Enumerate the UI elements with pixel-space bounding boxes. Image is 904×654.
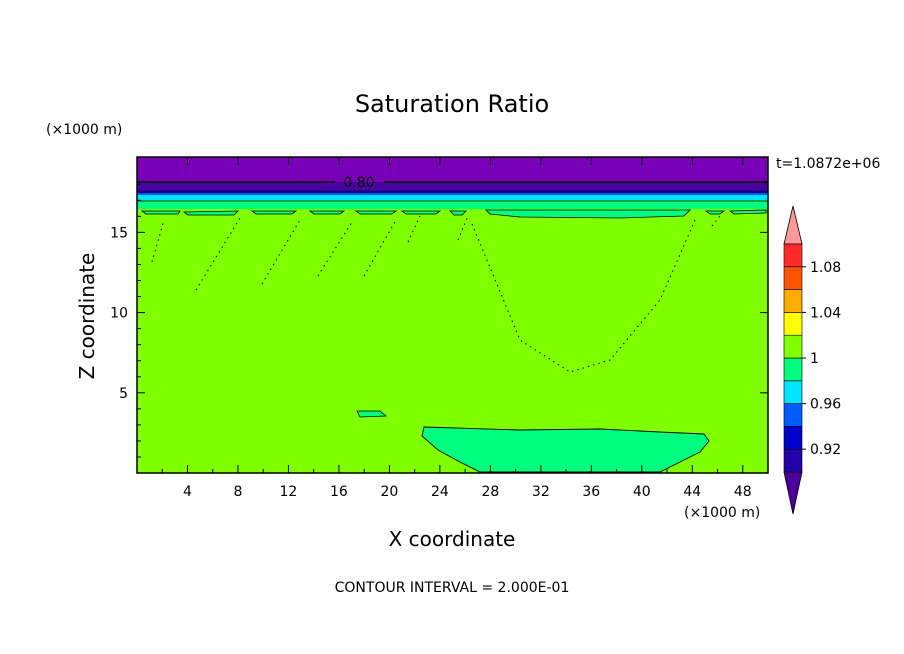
x-tick-label: 36 [582, 484, 600, 500]
colorbar-swatch [783, 266, 803, 290]
x-tick-label: 16 [330, 484, 348, 500]
colorbar-swatch [783, 243, 803, 268]
y-axis-ticks: 5 10 15 [110, 183, 768, 458]
field-layer-092 [137, 182, 768, 192]
colorbar-extend-high [783, 205, 803, 245]
time-label: t=1.0872e+06 [776, 156, 880, 172]
x-tick-label: 40 [633, 484, 651, 500]
colorbar-label: 1 [810, 351, 819, 367]
colorbar-swatch [783, 334, 803, 359]
x-axis-ticks: 4 8 12 16 20 24 28 32 36 40 44 48 [161, 157, 752, 500]
dotted-streaks [151, 215, 721, 373]
x-tick-label: 12 [280, 484, 298, 500]
field-layer-1 [137, 200, 768, 209]
y-axis-unit: (×1000 m) [46, 122, 122, 138]
colorbar-swatch [783, 448, 803, 473]
contour-line-label: 0.80 [343, 175, 374, 191]
chart-title: Saturation Ratio [355, 90, 549, 118]
x-axis-unit: (×1000 m) [684, 505, 760, 521]
upper-thin-cells [140, 209, 767, 219]
colorbar: 0.92 0.96 1 1.04 1.08 [783, 205, 841, 515]
x-tick-label: 4 [183, 484, 192, 500]
colorbar-swatch [783, 289, 803, 313]
plot-frame [136, 156, 769, 474]
x-tick-label: 8 [233, 484, 242, 500]
y-tick-label: 15 [110, 225, 128, 241]
x-tick-label: 20 [380, 484, 398, 500]
colorbar-label: 0.92 [810, 442, 841, 458]
field-layer-098 [137, 195, 768, 201]
contour-interval-label: CONTOUR INTERVAL = 2.000E-01 [335, 580, 570, 596]
x-tick-label: 48 [734, 484, 752, 500]
colorbar-swatch [783, 403, 803, 427]
field-layer-096 [137, 193, 768, 196]
small-patch-098 [356, 410, 388, 418]
plot-area: 0.80 [136, 156, 769, 474]
colorbar-label: 1.04 [810, 305, 841, 321]
colorbar-label: 1.08 [810, 260, 841, 276]
colorbar-label: 0.96 [810, 397, 841, 413]
x-tick-label: 32 [532, 484, 550, 500]
x-tick-label: 24 [431, 484, 449, 500]
colorbar-swatch [783, 426, 803, 450]
x-axis-label: X coordinate [389, 527, 516, 551]
y-tick-label: 5 [119, 386, 128, 402]
colorbar-extend-low [783, 471, 803, 515]
x-tick-label: 28 [481, 484, 499, 500]
lower-cell-098 [421, 426, 710, 473]
colorbar-swatch [783, 380, 803, 404]
x-tick-label: 44 [683, 484, 701, 500]
y-axis-label: Z coordinate [75, 253, 99, 380]
colorbar-swatch [783, 357, 803, 382]
colorbar-swatch [783, 312, 803, 336]
y-tick-label: 10 [110, 306, 128, 322]
